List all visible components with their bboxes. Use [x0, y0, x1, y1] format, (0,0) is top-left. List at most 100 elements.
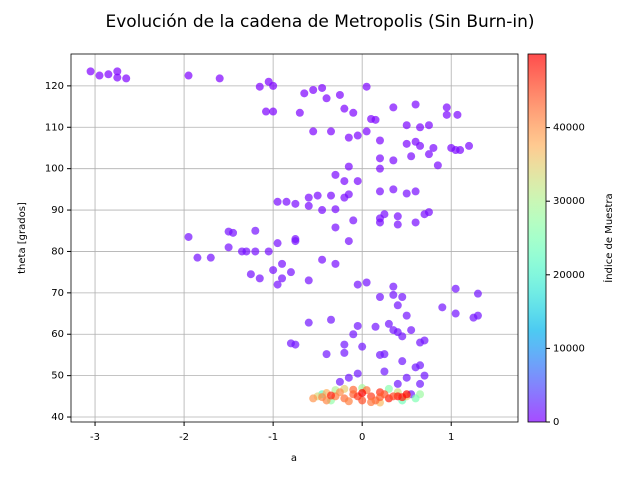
point — [451, 309, 460, 318]
point — [393, 220, 402, 229]
point — [246, 270, 255, 279]
point — [318, 255, 327, 264]
point — [224, 243, 233, 252]
point — [309, 127, 318, 136]
point — [438, 303, 447, 312]
point — [424, 150, 433, 159]
point — [416, 338, 425, 347]
point — [335, 377, 344, 386]
y-tick-label: 60 — [51, 329, 64, 340]
point — [358, 342, 367, 351]
x-tick-label: -1 — [268, 432, 278, 443]
point — [335, 388, 344, 397]
point — [340, 340, 349, 349]
point — [286, 268, 295, 277]
point — [322, 350, 331, 359]
point — [318, 83, 327, 92]
point — [344, 397, 353, 406]
y-tick-label: 40 — [51, 412, 64, 423]
point — [309, 394, 318, 403]
plot-frame — [70, 53, 519, 423]
point — [340, 193, 349, 202]
point — [402, 311, 411, 320]
point — [349, 385, 358, 394]
point — [380, 367, 389, 376]
point — [295, 108, 304, 117]
x-axis-label: a — [291, 453, 297, 464]
point — [331, 170, 340, 179]
point — [327, 127, 336, 136]
point — [411, 187, 420, 196]
point — [353, 177, 362, 186]
point — [411, 218, 420, 227]
point — [456, 146, 465, 155]
y-axis-label: theta [grados] — [17, 202, 28, 274]
point — [402, 121, 411, 130]
point — [331, 259, 340, 268]
point — [398, 292, 407, 301]
point — [353, 280, 362, 289]
point — [304, 318, 313, 327]
point — [375, 164, 384, 173]
point — [453, 110, 462, 119]
point — [269, 81, 278, 90]
point — [416, 141, 425, 150]
point — [442, 110, 451, 119]
point — [318, 393, 327, 402]
point — [371, 322, 380, 331]
point — [300, 89, 309, 98]
point — [255, 274, 264, 283]
point — [451, 284, 460, 293]
point — [340, 177, 349, 186]
point — [122, 74, 131, 83]
point — [273, 239, 282, 248]
point — [353, 131, 362, 140]
y-tick-label: 70 — [51, 288, 64, 299]
point — [184, 71, 193, 80]
point — [251, 247, 260, 256]
point — [313, 191, 322, 200]
point — [469, 313, 478, 322]
point — [362, 82, 371, 91]
x-tick-label: 1 — [448, 432, 454, 443]
point — [264, 247, 273, 256]
point — [375, 393, 384, 402]
point — [304, 193, 313, 202]
y-tick-label: 50 — [51, 371, 64, 382]
y-tick-label: 80 — [51, 246, 64, 257]
point — [304, 276, 313, 285]
point — [255, 82, 264, 91]
point — [389, 392, 398, 401]
point — [375, 292, 384, 301]
point — [429, 143, 438, 152]
point — [416, 123, 425, 132]
y-tick-label: 110 — [45, 122, 64, 133]
point — [251, 226, 260, 235]
point — [407, 326, 416, 335]
point — [309, 86, 318, 95]
point — [389, 326, 398, 335]
point — [113, 67, 122, 76]
point — [420, 371, 429, 380]
point — [384, 384, 393, 393]
point — [184, 232, 193, 241]
point — [327, 191, 336, 200]
point — [318, 206, 327, 215]
point — [424, 208, 433, 217]
point — [375, 154, 384, 163]
point — [362, 127, 371, 136]
x-tick-label: -2 — [179, 432, 189, 443]
colorbar-tick-label: 10000 — [553, 343, 585, 354]
point — [86, 67, 95, 76]
point — [375, 187, 384, 196]
point — [278, 259, 287, 268]
point — [193, 253, 202, 262]
colorbar-tick-label: 0 — [553, 417, 559, 428]
point — [282, 197, 291, 206]
point — [262, 107, 271, 116]
point — [349, 330, 358, 339]
point — [278, 274, 287, 283]
colorbar-tick-label: 40000 — [553, 123, 585, 134]
point — [424, 121, 433, 130]
